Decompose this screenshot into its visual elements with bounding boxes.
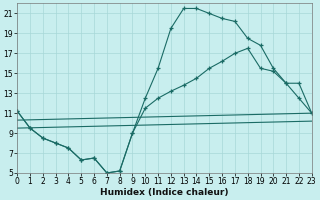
X-axis label: Humidex (Indice chaleur): Humidex (Indice chaleur) [100,188,229,197]
